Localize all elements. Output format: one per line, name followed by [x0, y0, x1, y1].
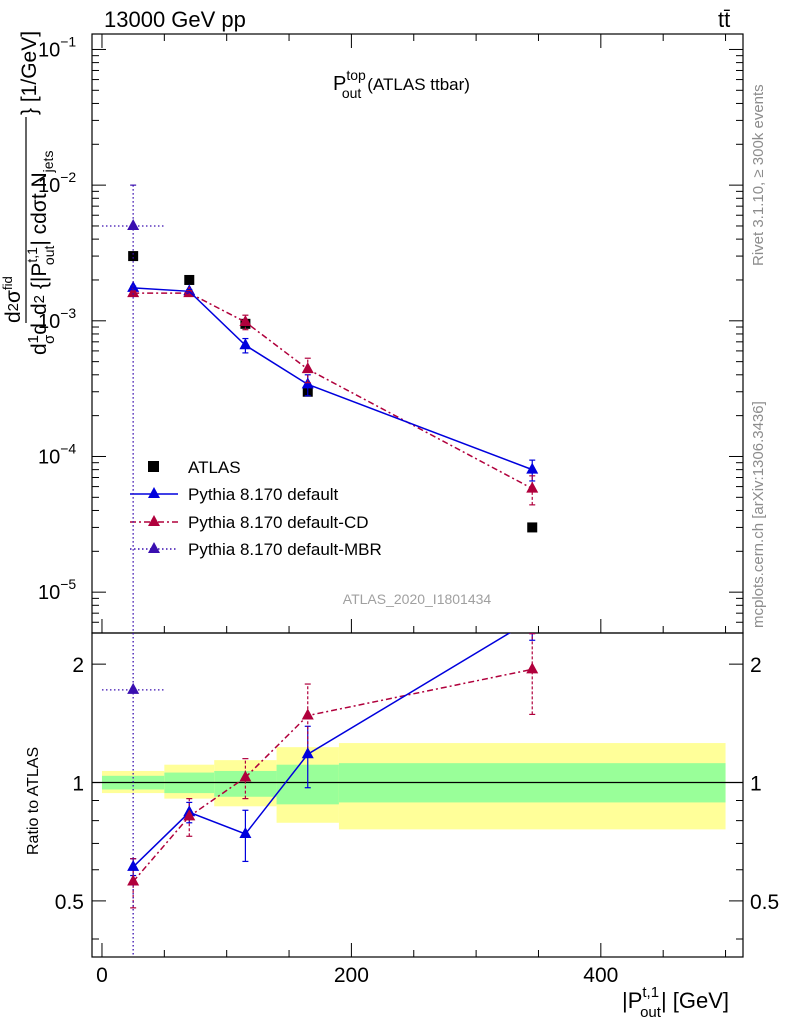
chart-title: Ptop out (ATLAS ttbar)	[333, 67, 470, 101]
legend-entry-cd: Pythia 8.170 default-CD	[188, 513, 369, 532]
y-axis-title: d1σd d2 {|Pt,1out| cdσt Njets d2σfid } […	[0, 31, 58, 355]
marker-mbr-top	[127, 218, 140, 230]
ratio-y-tick-label-right: 2	[750, 654, 762, 677]
x-tick-label: 0	[96, 964, 108, 987]
y-tick-label: 10−4	[38, 440, 76, 468]
ratio-y-title: Ratio to ATLAS	[25, 747, 42, 855]
header-right: tt̄	[718, 7, 730, 32]
marker-default-ratio	[239, 826, 252, 838]
x-tick-label: 400	[583, 964, 618, 987]
ratio-y-tick-label: 2	[72, 654, 84, 677]
marker-default-ratio	[301, 747, 314, 759]
marker-cd-ratio	[127, 874, 140, 886]
y-tick-label: 10−1	[38, 33, 76, 61]
y-tick-label: 10−5	[38, 576, 76, 604]
series-lines-top	[101, 184, 536, 633]
analysis-label: ATLAS_2020_I1801434	[343, 591, 492, 607]
legend-marker-cd	[148, 515, 160, 526]
ratio-plot-frame	[91, 632, 744, 958]
marker-cd-ratio	[183, 809, 196, 821]
line-default-top	[133, 287, 533, 471]
svg-text:d2σfid: d2σfid	[0, 276, 25, 323]
legend-entry-mbr: Pythia 8.170 default-MBR	[188, 540, 382, 559]
ratio-y-tick-label: 1	[72, 773, 84, 796]
x-axis-title: |Pt,1 out| [GeV]	[622, 984, 729, 1021]
legend-marker-atlas	[148, 461, 159, 472]
legend: ATLAS Pythia 8.170 default Pythia 8.170 …	[130, 458, 382, 559]
marker-atlas	[128, 251, 139, 262]
series-markers-ratio	[127, 662, 539, 886]
source-info: mcplots.cern.ch [arXiv:1306.3436]	[750, 401, 767, 628]
header-left: 13000 GeV pp	[104, 7, 246, 32]
legend-marker-default	[148, 487, 160, 498]
ratio-y-tick-label-right: 1	[750, 773, 762, 796]
rivet-info: Rivet 3.1.10, ≥ 300k events	[750, 84, 767, 266]
line-cd-top	[133, 292, 533, 490]
ratio-y-tick-label: 0.5	[55, 891, 84, 914]
marker-default-ratio	[127, 859, 140, 871]
x-tick-label: 200	[334, 964, 369, 987]
marker-mbr-ratio	[127, 682, 140, 694]
legend-marker-mbr	[148, 542, 160, 553]
marker-cd-ratio	[526, 662, 539, 674]
legend-entry-default: Pythia 8.170 default	[188, 485, 339, 504]
marker-cd-top	[239, 314, 252, 326]
marker-cd-ratio	[239, 770, 252, 782]
marker-atlas	[527, 522, 538, 533]
marker-atlas	[184, 274, 195, 285]
legend-entry-atlas: ATLAS	[188, 458, 241, 477]
svg-text:} [1/GeV]: } [1/GeV]	[18, 31, 41, 115]
marker-cd-ratio	[301, 708, 314, 720]
ratio-y-tick-label-right: 0.5	[750, 891, 779, 914]
